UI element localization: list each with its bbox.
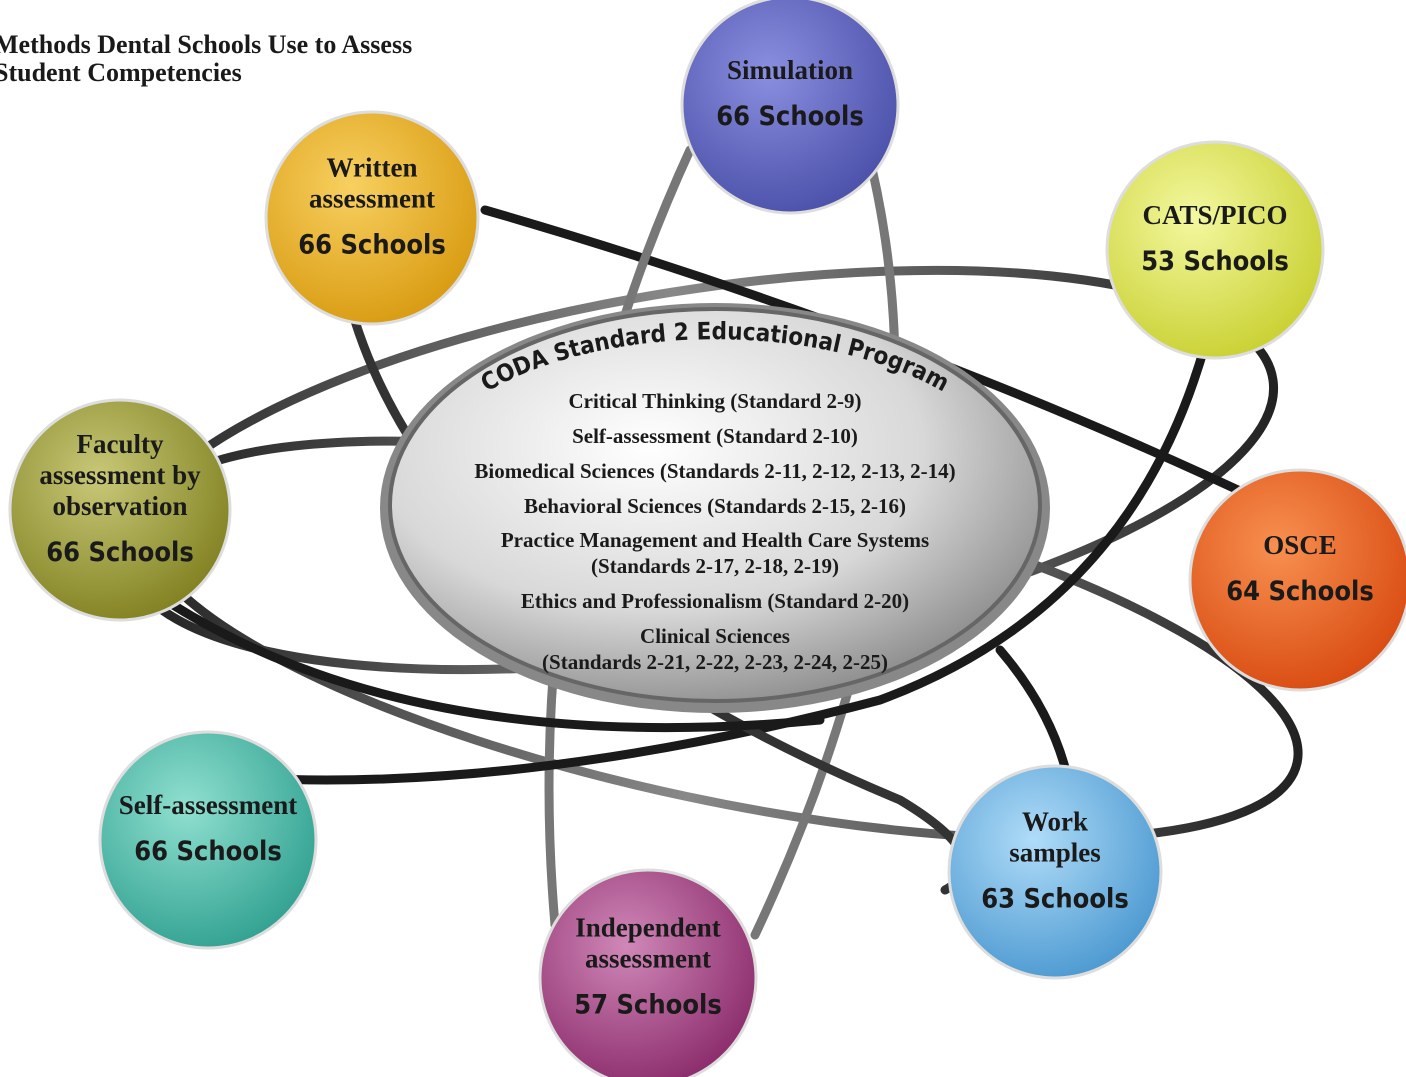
center-item: Biomedical Sciences (Standards 2-11, 2-1…: [474, 459, 955, 483]
node-circle: [1188, 468, 1406, 692]
node-circle: [98, 730, 318, 950]
center-item: Ethics and Professionalism (Standard 2-2…: [521, 589, 909, 613]
node-label: OSCE: [1263, 530, 1337, 560]
node-circle: [680, 0, 900, 215]
node-circle: [1105, 140, 1325, 360]
center-item: Practice Management and Health Care Syst…: [501, 528, 929, 552]
node-circle: [8, 398, 232, 622]
center-ellipse: [388, 307, 1042, 703]
node-count: 53 Schools: [1141, 246, 1289, 277]
title-line: Methods Dental Schools Use to Assess: [0, 30, 412, 59]
node-circle: [538, 868, 758, 1077]
node-label: assessment: [309, 184, 435, 214]
node-label: samples: [1009, 838, 1101, 868]
node-label: Self-assessment: [119, 790, 297, 820]
center-item: (Standards 2-21, 2-22, 2-23, 2-24, 2-25): [542, 650, 888, 674]
node-label: Faculty: [77, 429, 164, 459]
node-label: assessment: [585, 944, 711, 974]
node-count: 66 Schools: [46, 537, 194, 568]
orbit: [200, 300, 1220, 785]
node-label: Written: [327, 153, 418, 183]
title: Methods Dental Schools Use to AssessStud…: [0, 30, 412, 87]
node-label: assessment by: [39, 460, 201, 490]
center-item: Critical Thinking (Standard 2-9): [568, 389, 861, 413]
node-label: Independent: [575, 913, 721, 943]
node-count: 63 Schools: [981, 884, 1129, 915]
node-circle: [947, 764, 1163, 980]
node-count: 64 Schools: [1226, 576, 1374, 607]
node-count: 66 Schools: [298, 230, 446, 261]
node-circle: [264, 110, 480, 326]
center-item: Behavioral Sciences (Standards 2-15, 2-1…: [524, 494, 906, 518]
node-count: 66 Schools: [134, 836, 282, 867]
node-count: 66 Schools: [716, 101, 864, 132]
node-label: observation: [53, 491, 188, 521]
node-count: 57 Schools: [574, 990, 722, 1021]
node-label: CATS/PICO: [1142, 200, 1287, 230]
orbit: [145, 585, 825, 733]
title-line: Student Competencies: [0, 58, 242, 87]
node-label: Simulation: [727, 55, 853, 85]
center-item: (Standards 2-17, 2-18, 2-19): [591, 554, 839, 578]
center-item: Clinical Sciences: [640, 624, 790, 648]
node-label: Work: [1022, 807, 1088, 837]
center-item: Self-assessment (Standard 2-10): [572, 424, 858, 448]
